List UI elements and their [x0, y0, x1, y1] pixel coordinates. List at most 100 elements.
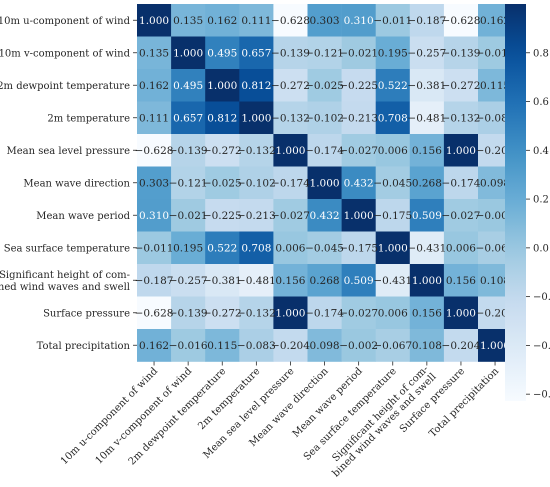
- heatmap-cell-value: −0.175: [339, 242, 378, 254]
- heatmap-cell-value: 0.162: [139, 340, 169, 352]
- heatmap-cell-value: −0.002: [339, 340, 378, 352]
- heatmap-cell: [239, 69, 274, 102]
- colorbar-gradient: [505, 4, 526, 401]
- heatmap-cell: [137, 36, 172, 70]
- y-tick-label: 2m dewpoint temperature: [0, 81, 130, 92]
- heatmap-cell: [307, 36, 342, 70]
- heatmap-cell-value: 0.006: [275, 242, 305, 254]
- heatmap-cell-value: −0.132: [237, 307, 276, 319]
- heatmap-cell: [443, 329, 479, 362]
- heatmap-cell: [443, 101, 479, 135]
- heatmap-cell-value: 1.000: [173, 47, 203, 59]
- y-tick-label-line: 10m v-component of wind: [0, 48, 131, 59]
- heatmap-cell-value: 1.000: [412, 275, 442, 287]
- heatmap-cell-value: 0.195: [378, 47, 408, 59]
- y-axis: 10m u-component of wind 10m v-component o…: [0, 16, 137, 352]
- x-tick-label: 2m temperature: [196, 366, 262, 432]
- heatmap-cell-value: 0.657: [173, 112, 203, 124]
- heatmap-cell-value: −0.272: [203, 307, 242, 319]
- heatmap-cell: [443, 264, 479, 297]
- heatmap-cell: [307, 296, 342, 330]
- y-tick-label-line: 2m dewpoint temperature: [0, 81, 130, 92]
- heatmap-cell: [137, 4, 172, 37]
- heatmap-cell-value: 0.495: [173, 80, 203, 92]
- heatmap-cell: [273, 264, 308, 297]
- heatmap-cell-value: −0.027: [339, 145, 378, 157]
- heatmap-cell: [137, 264, 172, 297]
- colorbar-tick-label: 0.2: [533, 195, 549, 206]
- heatmap-cell: [273, 4, 308, 37]
- heatmap-cell: [409, 4, 445, 37]
- heatmap-cell: [273, 231, 308, 265]
- heatmap-cell-value: 0.006: [446, 242, 476, 254]
- heatmap-cell-value: 0.162: [207, 15, 237, 27]
- heatmap-cell-value: 0.495: [207, 47, 237, 59]
- heatmap-cell-value: 0.135: [173, 15, 203, 27]
- y-tick-label: Mean sea level pressure: [7, 146, 131, 157]
- heatmap-cell: [205, 231, 240, 265]
- y-tick-label: 10m u-component of wind: [0, 16, 131, 27]
- heatmap-cell: [443, 296, 479, 330]
- heatmap-cell-value: −0.002: [476, 210, 515, 222]
- heatmap-cell-value: −0.025: [203, 177, 242, 189]
- heatmap-cell: [205, 199, 240, 232]
- heatmap-cell: [273, 199, 308, 232]
- heatmap-cell: [409, 296, 445, 330]
- heatmap-cell-value: 0.006: [378, 307, 408, 319]
- heatmap-cell-value: 0.657: [241, 47, 271, 59]
- heatmap-cell: [375, 69, 411, 102]
- heatmap-cell-value: −0.213: [237, 210, 276, 222]
- x-tick-label: Total precipitation: [427, 365, 501, 439]
- heatmap-cell-value: −0.431: [373, 275, 412, 287]
- heatmap-cell-value: 0.108: [480, 275, 510, 287]
- heatmap-cell: [171, 199, 206, 232]
- heatmap-cell-value: 0.156: [275, 275, 305, 287]
- heatmap-cell: [341, 134, 376, 167]
- heatmap-cell: [239, 4, 274, 37]
- heatmap-cell: [409, 134, 445, 167]
- heatmap-cell-value: 0.522: [378, 80, 408, 92]
- heatmap-cell: [307, 199, 342, 232]
- heatmap-cell: [171, 166, 206, 200]
- heatmap-cell-value: 1.000: [241, 112, 271, 124]
- heatmap-cell: [307, 329, 342, 362]
- heatmap-cell: [171, 36, 206, 70]
- heatmap-cell-value: −0.067: [476, 242, 515, 254]
- colorbar: 0.8 0.6 0.4 0.2 0.0 −0.2 −0.4 −0.6: [505, 4, 550, 401]
- heatmap-cell-value: −0.174: [305, 145, 344, 157]
- heatmap-cell: [341, 296, 376, 330]
- heatmap-cell-value: −0.225: [339, 80, 378, 92]
- heatmap-cell-value: −0.481: [237, 275, 276, 287]
- heatmap-cell-value: −0.121: [169, 177, 208, 189]
- heatmap-cell: [375, 4, 411, 37]
- heatmap-cell-value: 0.303: [139, 177, 169, 189]
- heatmap-cell: [273, 101, 308, 135]
- heatmap-cell-value: −0.225: [203, 210, 242, 222]
- heatmap-cell-value: 0.708: [241, 242, 271, 254]
- heatmap-cell-value: 0.432: [310, 210, 340, 222]
- heatmap-cell: [409, 199, 445, 232]
- heatmap-cell: [273, 166, 308, 200]
- y-tick-label: Mean wave direction: [23, 178, 130, 189]
- heatmap-cell: [307, 101, 342, 135]
- y-tick-label-line: Sea surface temperature: [4, 243, 130, 254]
- heatmap-cell-value: 0.111: [139, 112, 169, 124]
- heatmap-cell-value: 0.195: [173, 242, 203, 254]
- heatmap-cell: [205, 69, 240, 102]
- heatmap-cell-value: 0.268: [412, 177, 442, 189]
- heatmap-cell-value: 0.156: [412, 145, 442, 157]
- y-tick-label: Mean wave period: [36, 211, 130, 222]
- heatmap-cell: [307, 231, 342, 265]
- heatmap-cell: [273, 36, 308, 70]
- heatmap-cell-value: 0.812: [207, 112, 237, 124]
- heatmap-cell: [341, 36, 376, 70]
- heatmap-cell-value: −0.204: [442, 340, 481, 352]
- heatmap-cell-value: −0.628: [135, 307, 174, 319]
- heatmap-cell-value: −0.431: [407, 242, 446, 254]
- heatmap-cell-value: 0.135: [139, 47, 169, 59]
- heatmap-cell: [205, 329, 240, 362]
- heatmap-cell: [341, 231, 376, 265]
- heatmap-cell-value: 0.156: [412, 307, 442, 319]
- heatmap-cell: [443, 36, 479, 70]
- heatmap-cell-value: 0.522: [207, 242, 237, 254]
